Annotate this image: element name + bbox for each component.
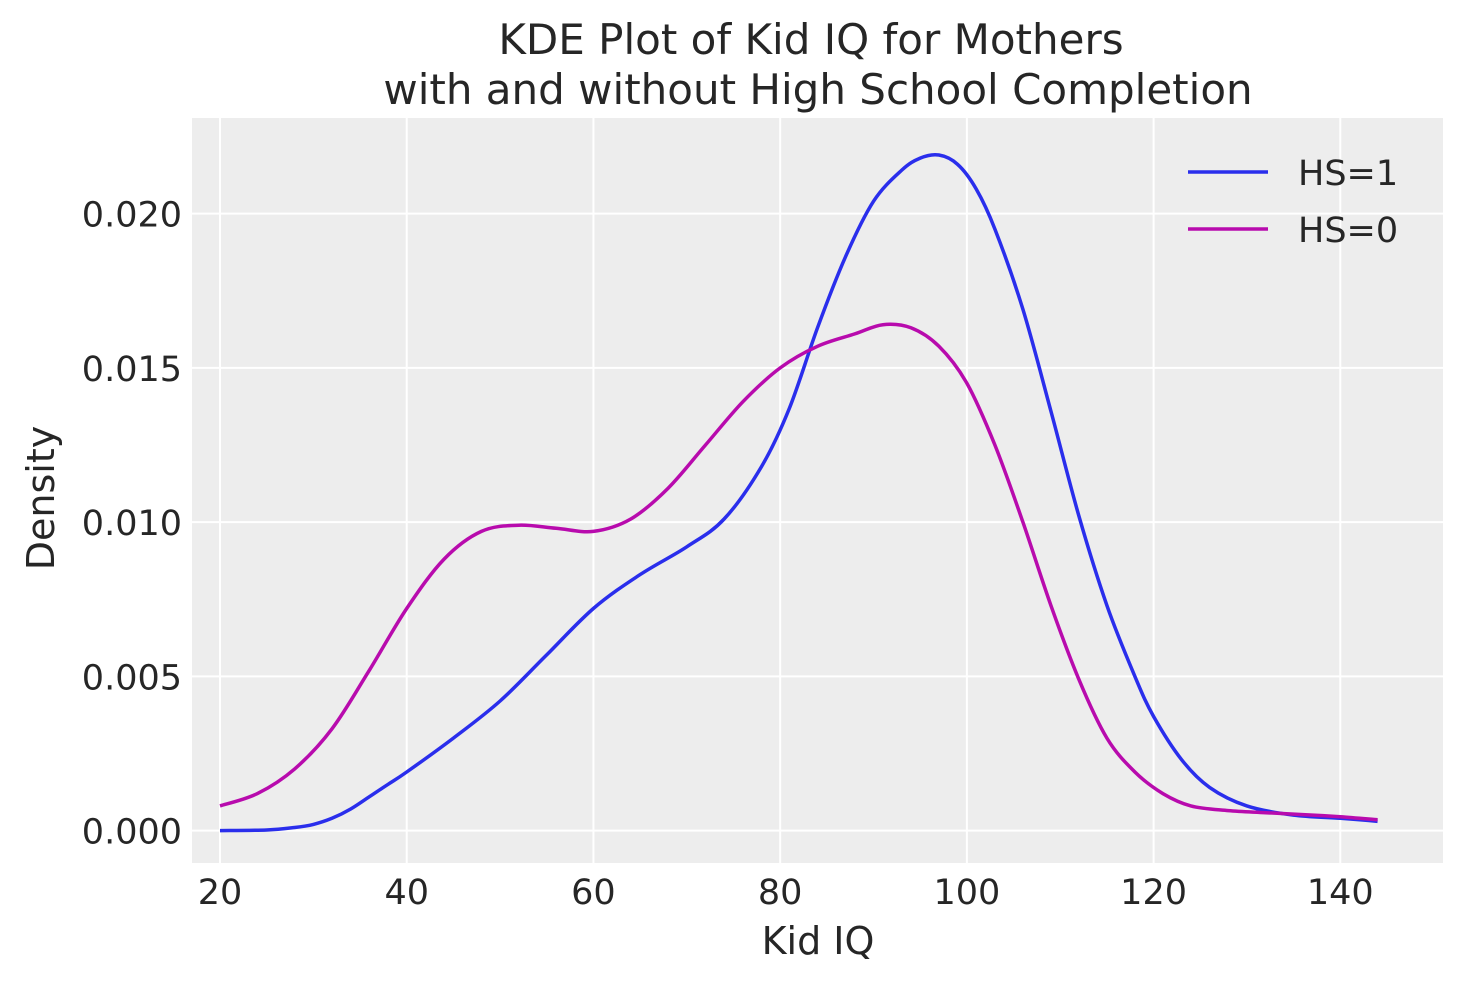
y-axis-label: Density <box>19 426 63 570</box>
legend-label: HS=1 <box>1298 154 1398 194</box>
x-tick-label: 140 <box>1307 873 1374 913</box>
chart-title-line2: with and without High School Completion <box>383 65 1252 114</box>
x-axis-label: Kid IQ <box>762 919 875 963</box>
x-tick-label: 40 <box>384 873 429 913</box>
x-tick-label: 80 <box>758 873 803 913</box>
y-tick-label: 0.015 <box>82 350 182 390</box>
y-tick-label: 0.005 <box>82 658 182 698</box>
series-lines <box>219 152 1378 833</box>
tick-labels: 20 40 60 80 100 120 140 0.000 0.005 0.010 0.015 0.0… <box>82 196 1374 913</box>
x-tick-label: 20 <box>198 873 243 913</box>
x-tick-label: 60 <box>571 873 616 913</box>
plot-background <box>192 118 1443 863</box>
y-tick-label: 0.000 <box>82 813 182 853</box>
legend-label: HS=0 <box>1298 211 1398 251</box>
x-tick-label: 120 <box>1120 873 1187 913</box>
y-tick-label: 0.010 <box>82 504 182 544</box>
y-tick-label: 0.020 <box>82 196 182 236</box>
legend: HS=1 HS=0 <box>1188 154 1398 251</box>
chart-title-line1: KDE Plot of Kid IQ for Mothers <box>498 15 1123 64</box>
x-tick-label: 100 <box>933 873 1000 913</box>
grid-lines <box>192 118 1443 863</box>
series-line-hs0 <box>219 322 1378 822</box>
series-line-hs1 <box>219 152 1378 833</box>
